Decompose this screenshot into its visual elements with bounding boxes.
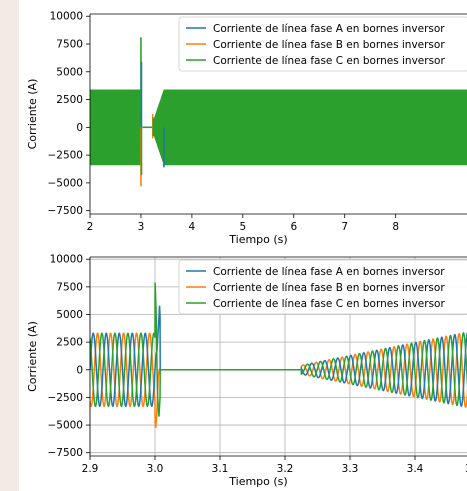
y-axis-label: Corriente (A) — [26, 79, 39, 150]
x-axis-label: Tiempo (s) — [228, 475, 287, 488]
legend-entry-c: Corriente de línea fase C en bornes inve… — [213, 55, 445, 67]
legend-entry-c: Corriente de línea fase C en bornes inve… — [213, 298, 445, 310]
x-tick-label: 2.9 — [82, 463, 99, 475]
y-tick-label: 5000 — [56, 66, 83, 78]
y-tick-label: −5000 — [47, 177, 83, 189]
series-c-line — [90, 282, 467, 417]
y-tick-label: −7500 — [47, 205, 83, 217]
figure-canvas: −7500 −5000 −2500 0 2500 5000 7500 10000 2 3 4 5 6 7 8… — [26, 11, 467, 488]
y-tick-label: 7500 — [56, 39, 83, 51]
y-tick-label: 7500 — [56, 281, 83, 293]
x-tick-label: 7 — [341, 221, 348, 233]
series-c — [90, 89, 467, 166]
plot-area — [90, 37, 467, 187]
x-tick-label: 3 — [465, 463, 467, 475]
data-band — [90, 89, 141, 166]
legend-entry-a: Corriente de línea fase A en bornes inve… — [213, 266, 445, 278]
x-tick-label: 5 — [239, 221, 246, 233]
y-tick-label: −7500 — [47, 447, 83, 459]
y-tick-label: 10000 — [50, 254, 83, 266]
x-tick-label: 3.3 — [342, 463, 359, 475]
x-tick-label: 4 — [189, 221, 196, 233]
x-tick-label: 8 — [392, 221, 399, 233]
y-tick-label: −2500 — [47, 150, 83, 162]
x-tick-label: 3 — [138, 221, 145, 233]
x-tick-label: 3.2 — [277, 463, 294, 475]
x-tick-label: 3.1 — [212, 463, 229, 475]
y-tick-label: −2500 — [47, 392, 83, 404]
y-tick-label: 0 — [76, 122, 83, 134]
legend-entry-b: Corriente de línea fase B en bornes inve… — [213, 282, 445, 294]
legend-entry-b: Corriente de línea fase B en bornes inve… — [213, 39, 445, 51]
legend-box — [178, 259, 467, 315]
y-tick-label: 0 — [76, 364, 83, 376]
legend-entry-a: Corriente de línea fase A en bornes inve… — [213, 23, 445, 35]
y-tick-label: 5000 — [56, 309, 83, 321]
x-tick-label: 2 — [87, 221, 94, 233]
legend-box — [178, 16, 467, 72]
data-band — [163, 89, 467, 166]
y-tick-label: 2500 — [56, 337, 83, 349]
y-axis-label: Corriente (A) — [26, 321, 39, 392]
chart-top: −7500 −5000 −2500 0 2500 5000 7500 10000 2 3 4 5 6 7 8… — [26, 11, 467, 246]
x-tick-label: 3.4 — [407, 463, 424, 475]
plot-area — [90, 282, 467, 429]
data-band — [152, 89, 164, 166]
y-tick-label: 10000 — [50, 11, 83, 23]
x-axis-label: Tiempo (s) — [228, 233, 287, 246]
y-tick-label: 2500 — [56, 94, 83, 106]
figure: −7500 −5000 −2500 0 2500 5000 7500 10000 2 3 4 5 6 7 8… — [19, 0, 467, 491]
chart-bottom: −7500 −5000 −2500 0 2500 5000 7500 10000 2.9 3.0 3… — [26, 254, 467, 488]
y-tick-label: −5000 — [47, 420, 83, 432]
x-tick-label: 6 — [290, 221, 297, 233]
x-tick-label: 3.0 — [147, 463, 164, 475]
